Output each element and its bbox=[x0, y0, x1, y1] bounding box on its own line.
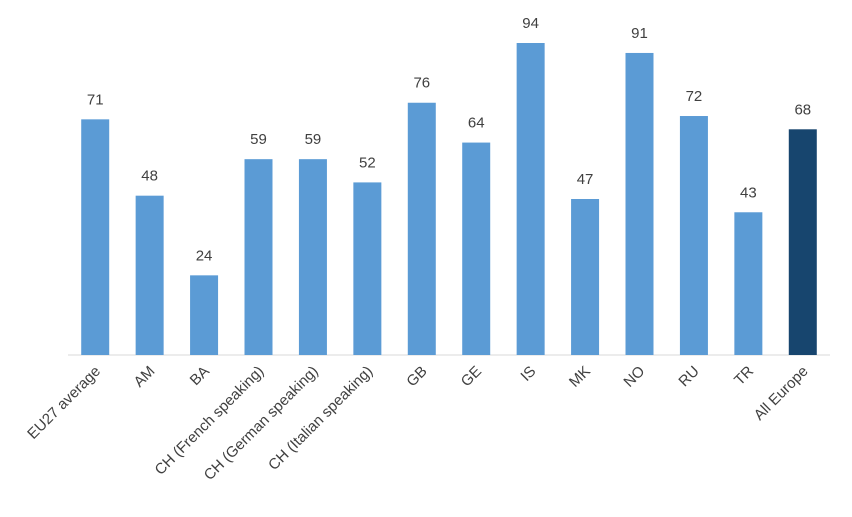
value-label: 59 bbox=[305, 131, 322, 148]
x-tick-label: CH (French speaking) bbox=[152, 363, 268, 479]
x-tick-label: GE bbox=[458, 363, 485, 390]
x-tick-label: MK bbox=[566, 363, 594, 391]
x-tick-label: NO bbox=[620, 363, 648, 391]
value-label: 64 bbox=[468, 115, 485, 132]
x-tick-label: GB bbox=[403, 363, 430, 390]
bar bbox=[571, 199, 600, 355]
value-label: 68 bbox=[794, 101, 811, 118]
x-tick-label: AM bbox=[131, 363, 159, 391]
bar bbox=[516, 43, 545, 355]
value-label: 24 bbox=[196, 247, 213, 264]
bar bbox=[353, 182, 382, 355]
value-label: 71 bbox=[87, 91, 104, 108]
x-tick-label: BA bbox=[187, 363, 213, 389]
bar bbox=[788, 129, 817, 355]
value-label: 47 bbox=[577, 171, 594, 188]
x-tick-label: CH (Italian speaking) bbox=[265, 363, 376, 474]
bar bbox=[81, 119, 110, 355]
bar bbox=[244, 159, 273, 355]
value-label: 48 bbox=[141, 168, 158, 185]
bar bbox=[734, 212, 763, 355]
bar bbox=[190, 275, 219, 355]
bar bbox=[462, 142, 491, 355]
value-label: 76 bbox=[413, 75, 430, 92]
bar bbox=[298, 159, 327, 355]
bar bbox=[625, 52, 654, 355]
x-tick-label: IS bbox=[517, 363, 539, 385]
bar bbox=[407, 102, 436, 355]
x-tick-label: TR bbox=[731, 363, 757, 389]
value-label: 72 bbox=[686, 88, 703, 105]
value-label: 94 bbox=[522, 15, 539, 32]
value-label: 43 bbox=[740, 184, 757, 201]
x-tick-label: All Europe bbox=[751, 363, 812, 424]
bar bbox=[135, 195, 164, 355]
value-label: 52 bbox=[359, 154, 376, 171]
bar bbox=[679, 116, 708, 356]
value-label: 59 bbox=[250, 131, 267, 148]
value-label: 91 bbox=[631, 25, 648, 42]
x-tick-label: RU bbox=[675, 363, 702, 390]
x-tick-label: EU27 average bbox=[24, 363, 104, 443]
